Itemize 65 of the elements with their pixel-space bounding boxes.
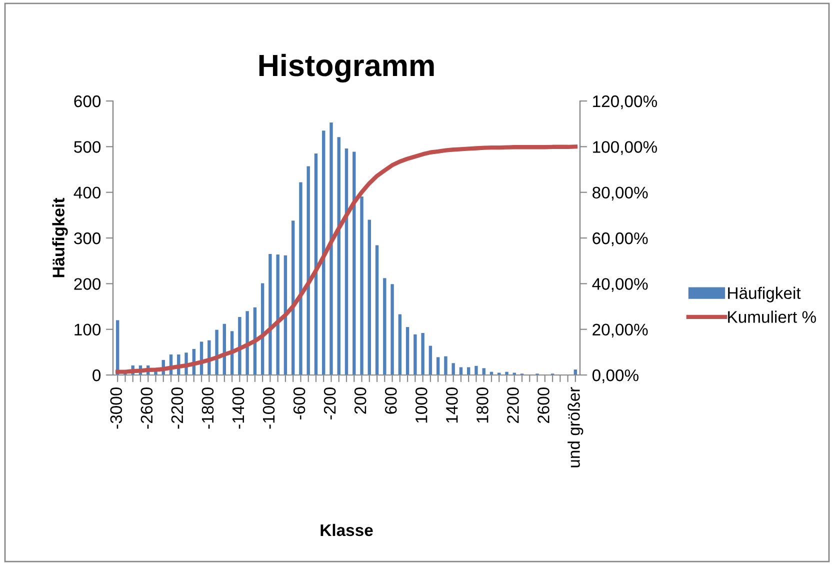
bar xyxy=(246,311,249,375)
x-tick-label: -3000 xyxy=(110,387,122,429)
bar xyxy=(414,334,417,375)
bar xyxy=(344,148,348,375)
bar xyxy=(306,166,310,375)
bar xyxy=(428,346,432,375)
bar xyxy=(390,284,394,375)
legend-label: Häufigkeit xyxy=(728,286,801,302)
bar xyxy=(375,245,379,375)
y2-tick-label: 20,00% xyxy=(592,324,648,338)
x-tick-label: 2200 xyxy=(507,387,519,424)
y-tick-label: 300 xyxy=(74,232,101,244)
bar xyxy=(215,330,218,375)
x-tick-label: -1400 xyxy=(232,387,244,429)
bar xyxy=(421,332,424,375)
x-axis-title: Klasse xyxy=(320,524,373,536)
bar xyxy=(299,182,302,375)
x-tick-label: -2600 xyxy=(140,387,153,429)
bar xyxy=(330,122,333,375)
y-tick-label: 200 xyxy=(74,278,101,290)
line-series xyxy=(115,144,578,374)
x-tick-label: -2200 xyxy=(171,387,184,429)
x-tick-label: -200 xyxy=(324,387,336,420)
y2-tick-label: 40,00% xyxy=(592,278,648,292)
x-tick-label: -1000 xyxy=(262,387,275,429)
legend-label: Kumuliert % xyxy=(728,310,816,323)
y2-tick-label: 120,00% xyxy=(593,95,658,110)
bar xyxy=(466,367,470,375)
bar xyxy=(474,366,478,375)
y-tick-label: 100 xyxy=(74,324,101,336)
bar xyxy=(452,363,455,375)
bar xyxy=(352,152,356,375)
x-tick-label: 1000 xyxy=(415,387,428,423)
y2-tick-label: 0,00% xyxy=(592,369,638,384)
x-tick-label: 1400 xyxy=(446,387,458,423)
bar xyxy=(406,327,410,375)
y-tick-label: 400 xyxy=(74,186,101,199)
x-tick-label: 600 xyxy=(384,387,397,414)
y-tick-label: 0 xyxy=(92,369,101,382)
bar xyxy=(268,254,272,375)
x-tick-label: 2600 xyxy=(538,387,550,424)
bar xyxy=(368,220,371,375)
y2-tick-label: 100,00% xyxy=(593,141,658,155)
bar xyxy=(360,196,364,375)
bar xyxy=(337,137,340,375)
bar xyxy=(459,367,463,375)
bar xyxy=(276,254,280,375)
bar xyxy=(444,356,448,375)
y2-tick-label: 60,00% xyxy=(592,232,648,246)
chart-title: Histogramm xyxy=(259,54,434,82)
y-tick-label: 500 xyxy=(74,141,101,153)
bar xyxy=(322,130,326,375)
y-axis-title: Häufigkeit xyxy=(52,198,68,278)
bar xyxy=(436,357,440,375)
x-tick-label: -1800 xyxy=(202,387,214,429)
bar xyxy=(383,278,386,375)
y-tick-label: 600 xyxy=(74,95,101,108)
y2-tick-label: 80,00% xyxy=(592,186,648,201)
x-tick-label: -600 xyxy=(293,387,306,420)
bar xyxy=(238,317,242,375)
x-tick-label: 1800 xyxy=(476,387,488,423)
x-tick-label: und größer xyxy=(568,387,584,468)
bar xyxy=(314,154,318,375)
bar xyxy=(398,314,402,375)
x-tick-label: 200 xyxy=(354,387,366,414)
